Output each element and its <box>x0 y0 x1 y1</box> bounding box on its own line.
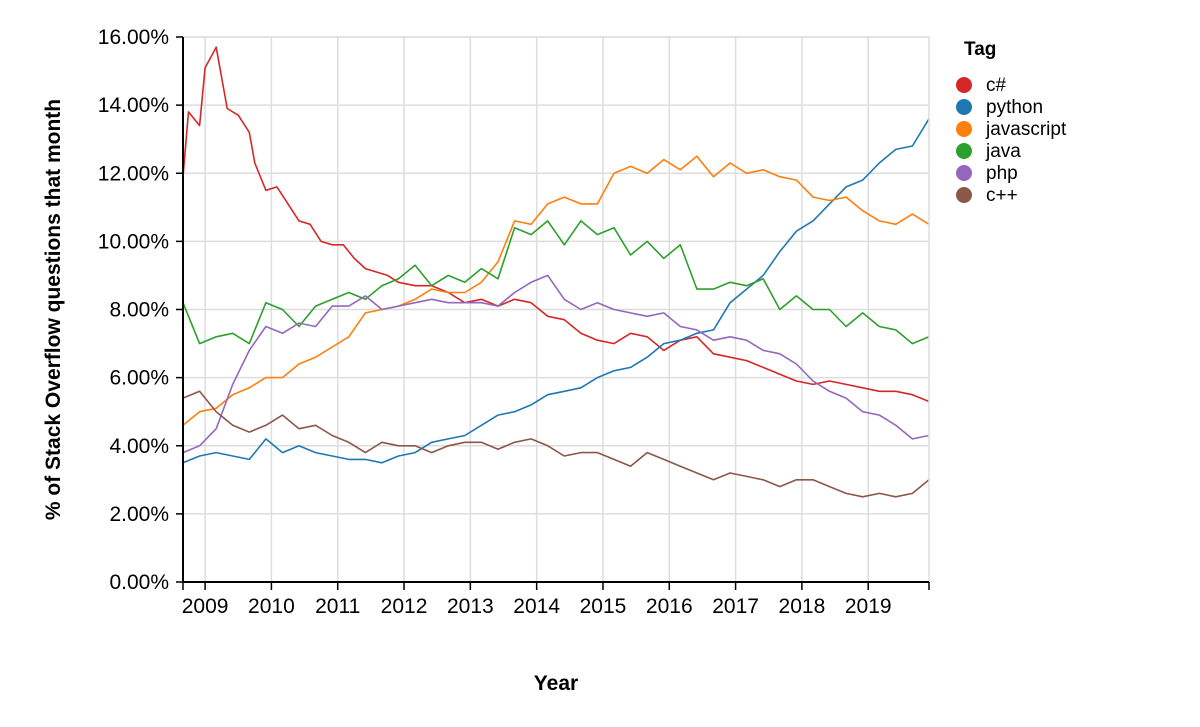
y-tick-label: 2.00% <box>109 503 169 526</box>
legend-label: c++ <box>986 185 1018 206</box>
legend-swatch <box>956 121 972 137</box>
x-tick-label: 2015 <box>580 595 627 618</box>
x-tick-label: 2019 <box>845 595 892 618</box>
legend-label: java <box>985 141 1021 162</box>
y-tick-label: 8.00% <box>109 299 169 322</box>
x-tick-label: 2011 <box>315 595 360 618</box>
y-axis-title: % of Stack Overflow questions that month <box>42 99 65 520</box>
x-tick-label: 2017 <box>712 595 759 618</box>
series-line-4 <box>182 274 930 454</box>
y-tick-label: 6.00% <box>109 367 169 390</box>
legend-label: php <box>986 163 1018 184</box>
y-tick-label: 4.00% <box>109 435 169 458</box>
y-tick-label: 14.00% <box>98 94 169 117</box>
legend-swatch <box>956 187 972 203</box>
series-line-2 <box>182 155 930 426</box>
legend-swatch <box>956 99 972 115</box>
x-tick-label: 2013 <box>447 595 494 618</box>
legend-title: Tag <box>964 39 996 60</box>
legend-label: c# <box>986 75 1007 96</box>
grid-lines <box>183 36 929 583</box>
x-tick-label: 2018 <box>779 595 826 618</box>
series-line-1 <box>182 118 930 464</box>
y-tick-label: 0.00% <box>109 571 169 594</box>
series-line-0 <box>182 46 930 403</box>
series-lines <box>182 46 930 498</box>
series-line-3 <box>182 220 930 345</box>
legend-label: python <box>986 97 1043 118</box>
legend-label: javascript <box>985 119 1067 140</box>
x-tick-label: 2016 <box>646 595 693 618</box>
x-axis-title: Year <box>534 672 578 695</box>
legend-swatch <box>956 143 972 159</box>
series-line-5 <box>182 390 930 498</box>
x-tick-label: 2009 <box>182 595 229 618</box>
x-tick-label: 2012 <box>381 595 428 618</box>
x-tick-label: 2014 <box>513 595 560 618</box>
legend-swatch <box>956 165 972 181</box>
legend-swatch <box>956 77 972 93</box>
y-axis-ticks: 0.00% 2.00% 4.00% 6.00% 8.00% 10.00% 12.00% 14.… <box>98 26 183 594</box>
y-tick-label: 12.00% <box>98 162 169 185</box>
y-tick-label: 16.00% <box>98 26 169 49</box>
x-tick-label: 2010 <box>248 595 295 618</box>
x-axis-ticks: 2009 2010 2011 2012 2013 2014 2015 2016 2017 2018… <box>182 582 930 618</box>
y-tick-label: 10.00% <box>98 230 169 253</box>
